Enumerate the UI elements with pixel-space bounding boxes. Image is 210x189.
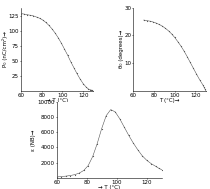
Point bbox=[140, 154, 144, 157]
Point bbox=[50, 27, 54, 30]
Point bbox=[114, 110, 117, 113]
X-axis label: → T (°C): → T (°C) bbox=[98, 185, 120, 189]
Point bbox=[44, 21, 47, 24]
Point bbox=[38, 17, 41, 20]
Point bbox=[109, 108, 112, 111]
Point bbox=[142, 19, 145, 22]
Point bbox=[158, 23, 161, 26]
Point bbox=[105, 114, 108, 117]
Point bbox=[92, 89, 95, 92]
Point bbox=[41, 19, 45, 22]
Point bbox=[203, 87, 206, 90]
Point bbox=[131, 141, 135, 144]
Point bbox=[81, 82, 85, 85]
Point bbox=[154, 165, 157, 168]
Point bbox=[164, 27, 167, 30]
Point bbox=[56, 36, 60, 39]
Point bbox=[87, 164, 90, 167]
Point bbox=[145, 19, 148, 22]
Point bbox=[204, 89, 207, 92]
Point bbox=[69, 60, 72, 63]
Point bbox=[176, 40, 180, 43]
Point bbox=[22, 13, 26, 16]
Point bbox=[72, 66, 75, 69]
Point bbox=[75, 72, 79, 75]
Point bbox=[170, 32, 173, 35]
Point bbox=[77, 172, 81, 175]
Point bbox=[91, 89, 94, 92]
Point bbox=[136, 148, 139, 151]
Point bbox=[47, 24, 51, 27]
Point bbox=[198, 78, 201, 81]
Point bbox=[66, 53, 69, 57]
Point bbox=[100, 127, 103, 130]
Point bbox=[167, 29, 170, 32]
Y-axis label: ε (NB)→: ε (NB)→ bbox=[32, 129, 36, 151]
Point bbox=[173, 36, 176, 39]
Point bbox=[202, 85, 205, 88]
Point bbox=[78, 77, 82, 80]
Point bbox=[118, 117, 121, 120]
Point bbox=[201, 83, 204, 86]
Point bbox=[154, 22, 158, 25]
Point bbox=[122, 125, 126, 129]
Point bbox=[151, 20, 155, 23]
Point bbox=[160, 168, 163, 171]
Point bbox=[35, 15, 38, 19]
Point bbox=[82, 169, 85, 172]
Y-axis label: θ₀ (degrees)→: θ₀ (degrees)→ bbox=[119, 30, 123, 68]
Point bbox=[182, 50, 186, 53]
Point bbox=[189, 61, 192, 64]
X-axis label: → T (°C): → T (°C) bbox=[46, 98, 68, 104]
Point bbox=[73, 173, 76, 176]
Point bbox=[54, 32, 57, 35]
Point bbox=[64, 175, 67, 178]
Point bbox=[68, 174, 72, 177]
Point bbox=[87, 88, 90, 91]
Point bbox=[192, 67, 195, 70]
Point bbox=[150, 162, 153, 165]
Point bbox=[59, 175, 63, 178]
Point bbox=[161, 25, 164, 28]
Point bbox=[96, 142, 99, 145]
Point bbox=[127, 134, 130, 137]
Point bbox=[148, 20, 152, 23]
Point bbox=[91, 155, 94, 158]
Point bbox=[85, 86, 88, 89]
Point bbox=[145, 159, 148, 162]
Point bbox=[60, 42, 63, 45]
Point bbox=[179, 45, 183, 48]
Y-axis label: P₀ (nC/cm²)→: P₀ (nC/cm²)→ bbox=[2, 31, 8, 67]
Point bbox=[29, 14, 32, 17]
Point bbox=[195, 73, 198, 76]
Point bbox=[26, 13, 29, 16]
Point bbox=[19, 12, 23, 15]
Point bbox=[55, 175, 58, 178]
Point bbox=[63, 48, 66, 51]
Point bbox=[185, 55, 189, 58]
Point bbox=[89, 88, 92, 91]
Point bbox=[157, 167, 160, 170]
X-axis label: T (°C)→: T (°C)→ bbox=[159, 98, 180, 104]
Point bbox=[90, 89, 93, 92]
Point bbox=[32, 14, 35, 17]
